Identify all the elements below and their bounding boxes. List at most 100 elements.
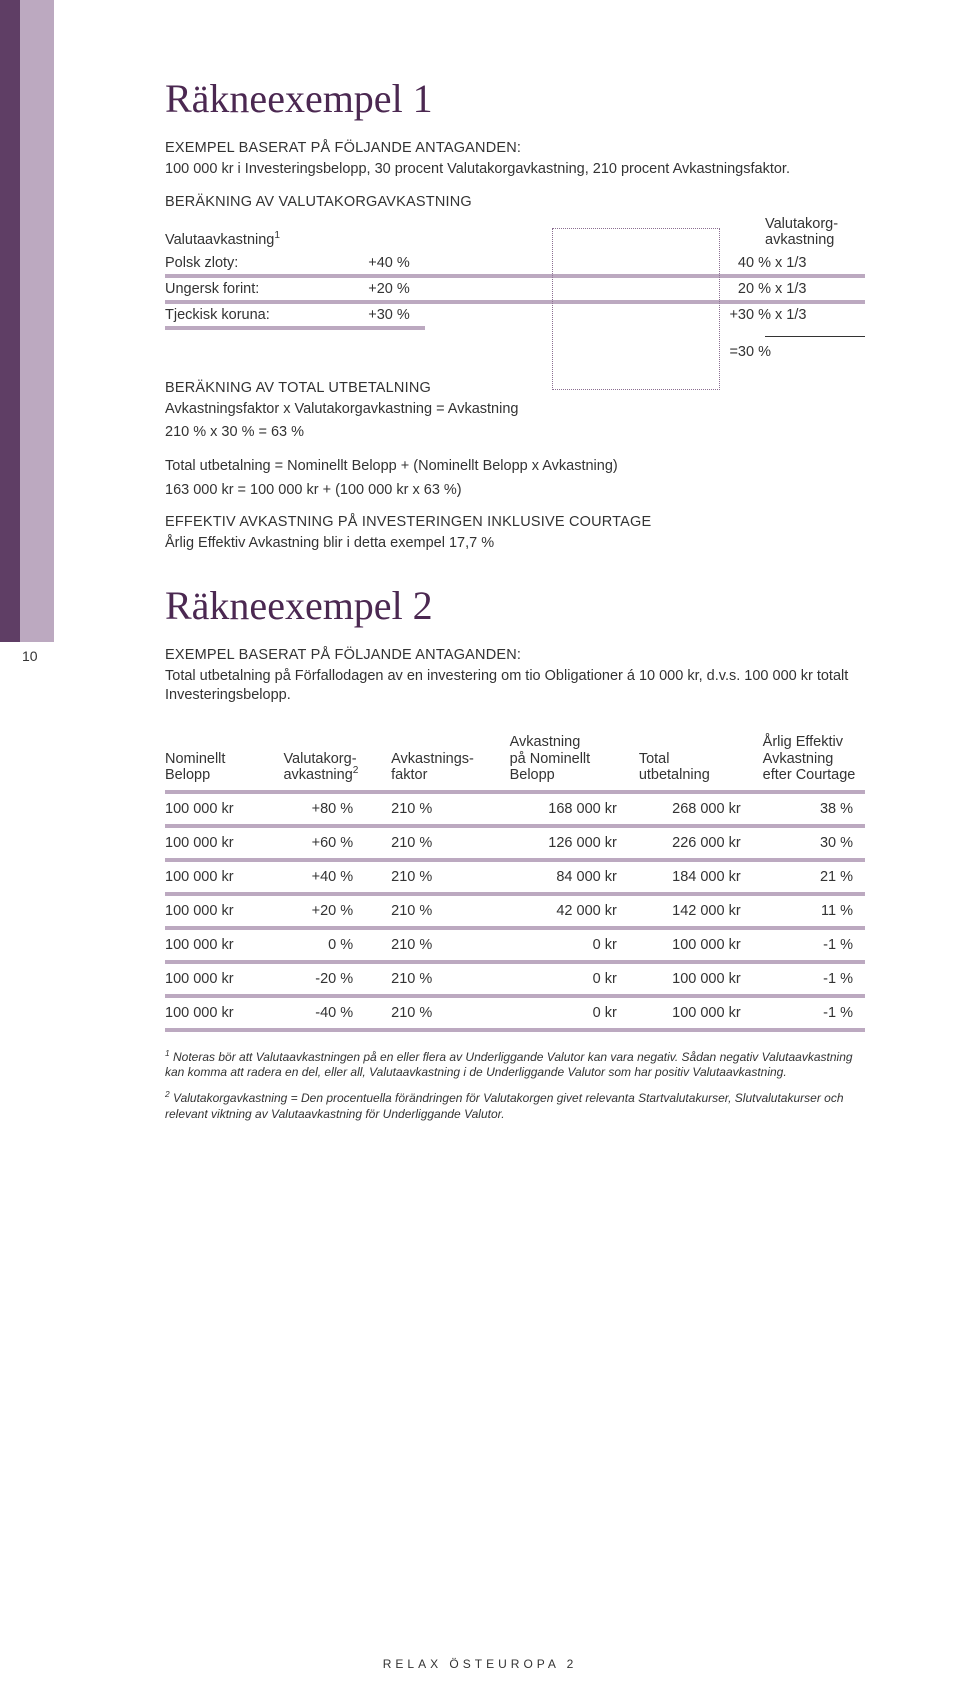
table-cell-fak: 210 % <box>391 860 509 894</box>
page-number: 10 <box>0 642 54 670</box>
example1-calc-table: Valutaavkastning1 Valutakorg- avkastning… <box>165 214 865 362</box>
table-row: 100 000 kr0 %210 %0 kr100 000 kr-1 % <box>165 928 865 962</box>
example2-table: Nominellt Belopp Valutakorg- avkastning2… <box>165 734 865 1032</box>
example2-assumptions-text: Total utbetalning på Förfallodagen av en… <box>165 667 865 706</box>
th-val-sup: 2 <box>353 765 359 776</box>
calc-row-prefix: + <box>705 305 738 325</box>
example1-payout-l2: 210 % x 30 % = 63 % <box>165 423 865 443</box>
table-cell-avn: 126 000 kr <box>510 826 639 860</box>
row-stripe <box>165 274 865 278</box>
th-avn-l1: Avkastning <box>510 734 581 750</box>
example2-title: Räkneexempel 2 <box>165 582 865 629</box>
table-cell-eff: 38 % <box>763 792 865 826</box>
table-cell-val: -20 % <box>283 962 391 996</box>
table-cell-nom: 100 000 kr <box>165 928 283 962</box>
table-cell-fak: 210 % <box>391 928 509 962</box>
table-cell-val: +80 % <box>283 792 391 826</box>
calc-row-prefix <box>705 253 738 273</box>
example1-effective-text: Årlig Effektiv Avkastning blir i detta e… <box>165 534 865 554</box>
example1-assumptions-text: 100 000 kr i Investeringsbelopp, 30 proc… <box>165 160 865 180</box>
th-tot-l2: utbetalning <box>639 767 710 783</box>
calc-row-label: Polsk zloty: <box>165 253 368 273</box>
calc-row-value: +20 % <box>368 279 482 299</box>
table-cell-nom: 100 000 kr <box>165 860 283 894</box>
table-cell-tot: 226 000 kr <box>639 826 763 860</box>
footnote-1-text: Noteras bör att Valutaavkastningen på en… <box>165 1050 853 1080</box>
example1-payout-l1: Avkastningsfaktor x Valutakorgavkastning… <box>165 400 865 420</box>
table-cell-avn: 168 000 kr <box>510 792 639 826</box>
table-cell-fak: 210 % <box>391 792 509 826</box>
table-cell-fak: 210 % <box>391 962 509 996</box>
page-footer: RELAX ÖSTEUROPA 2 <box>0 1657 960 1671</box>
table-cell-val: +40 % <box>283 860 391 894</box>
th-nom-l1: Nominellt <box>165 751 225 767</box>
table-cell-nom: 100 000 kr <box>165 826 283 860</box>
table-cell-fak: 210 % <box>391 996 509 1030</box>
calc-result: 30 % <box>738 342 865 362</box>
th-eff-l1: Årlig Effektiv <box>763 734 843 750</box>
table-cell-val: +60 % <box>283 826 391 860</box>
row-stripe <box>165 300 865 304</box>
table-row: 100 000 kr-20 %210 %0 kr100 000 kr-1 % <box>165 962 865 996</box>
th-avn-l3: Belopp <box>510 767 555 783</box>
example1-payout-l3: Total utbetalning = Nominellt Belopp + (… <box>165 457 865 477</box>
table-cell-eff: 11 % <box>763 894 865 928</box>
calc-row-value: +40 % <box>368 253 482 273</box>
th-val-l1: Valutakorg- <box>283 751 356 767</box>
table-cell-fak: 210 % <box>391 826 509 860</box>
table-row: 100 000 kr+20 %210 %42 000 kr142 000 kr1… <box>165 894 865 928</box>
table-cell-eff: -1 % <box>763 996 865 1030</box>
result-underline <box>765 336 865 337</box>
table-cell-tot: 142 000 kr <box>639 894 763 928</box>
table-cell-tot: 268 000 kr <box>639 792 763 826</box>
example1-title: Räkneexempel 1 <box>165 75 865 122</box>
example1-calc-heading: BERÄKNING AV VALUTAKORGAVKASTNING <box>165 194 865 210</box>
example1-payout-l4: 163 000 kr = 100 000 kr + (100 000 kr x … <box>165 481 865 501</box>
table-cell-tot: 100 000 kr <box>639 928 763 962</box>
table-cell-avn: 0 kr <box>510 996 639 1030</box>
calc-result-prefix: = <box>705 342 738 362</box>
footnote-1: 1 Noteras bör att Valutaavkastningen på … <box>165 1050 865 1081</box>
th-fak-l2: faktor <box>391 767 427 783</box>
footnote-2-text: Valutakorgavkastning = Den procentuella … <box>165 1091 844 1121</box>
calc-row-label: Ungersk forint: <box>165 279 368 299</box>
table-cell-nom: 100 000 kr <box>165 996 283 1030</box>
th-fak-l1: Avkastnings- <box>391 751 474 767</box>
table-cell-val: +20 % <box>283 894 391 928</box>
table-cell-val: -40 % <box>283 996 391 1030</box>
th-nom-l2: Belopp <box>165 767 210 783</box>
table-cell-avn: 42 000 kr <box>510 894 639 928</box>
table-cell-avn: 84 000 kr <box>510 860 639 894</box>
table-cell-nom: 100 000 kr <box>165 792 283 826</box>
table-cell-tot: 100 000 kr <box>639 962 763 996</box>
th-tot-l1: Total <box>639 751 670 767</box>
example1-effective-heading: EFFEKTIV AVKASTNING PÅ INVESTERINGEN INK… <box>165 514 865 530</box>
table-cell-eff: -1 % <box>763 962 865 996</box>
calc-row-result: 20 % x 1/3 <box>738 279 865 299</box>
table-cell-eff: 30 % <box>763 826 865 860</box>
th-avn-l2: på Nominellt <box>510 751 591 767</box>
table-row: 100 000 kr-40 %210 %0 kr100 000 kr-1 % <box>165 996 865 1030</box>
calc-row-label: Tjeckisk koruna: <box>165 305 368 325</box>
calc-row-value: +30 % <box>368 305 482 325</box>
table-cell-nom: 100 000 kr <box>165 894 283 928</box>
table-row: 100 000 kr+80 %210 %168 000 kr268 000 kr… <box>165 792 865 826</box>
page-margin-bar <box>0 0 54 648</box>
footnote-2: 2 Valutakorgavkastning = Den procentuell… <box>165 1091 865 1122</box>
th-val-l2: avkastning <box>283 767 352 783</box>
table-cell-eff: 21 % <box>763 860 865 894</box>
table-cell-eff: -1 % <box>763 928 865 962</box>
calc-col-right-header-l2: avkastning <box>765 232 834 248</box>
calc-row-result: 40 % x 1/3 <box>738 253 865 273</box>
row-stripe <box>165 326 425 330</box>
calc-col-right-header-l1: Valutakorg- <box>765 216 838 232</box>
calc-col-left-sup: 1 <box>274 230 280 241</box>
calc-col-left-header: Valutaavkastning <box>165 232 274 248</box>
th-eff-l3: efter Courtage <box>763 767 856 783</box>
table-cell-nom: 100 000 kr <box>165 962 283 996</box>
table-cell-avn: 0 kr <box>510 962 639 996</box>
table-row: 100 000 kr+60 %210 %126 000 kr226 000 kr… <box>165 826 865 860</box>
table-row: 100 000 kr+40 %210 %84 000 kr184 000 kr2… <box>165 860 865 894</box>
example2-assumptions-heading: EXEMPEL BASERAT PÅ FÖLJANDE ANTAGANDEN: <box>165 647 865 663</box>
table-cell-val: 0 % <box>283 928 391 962</box>
